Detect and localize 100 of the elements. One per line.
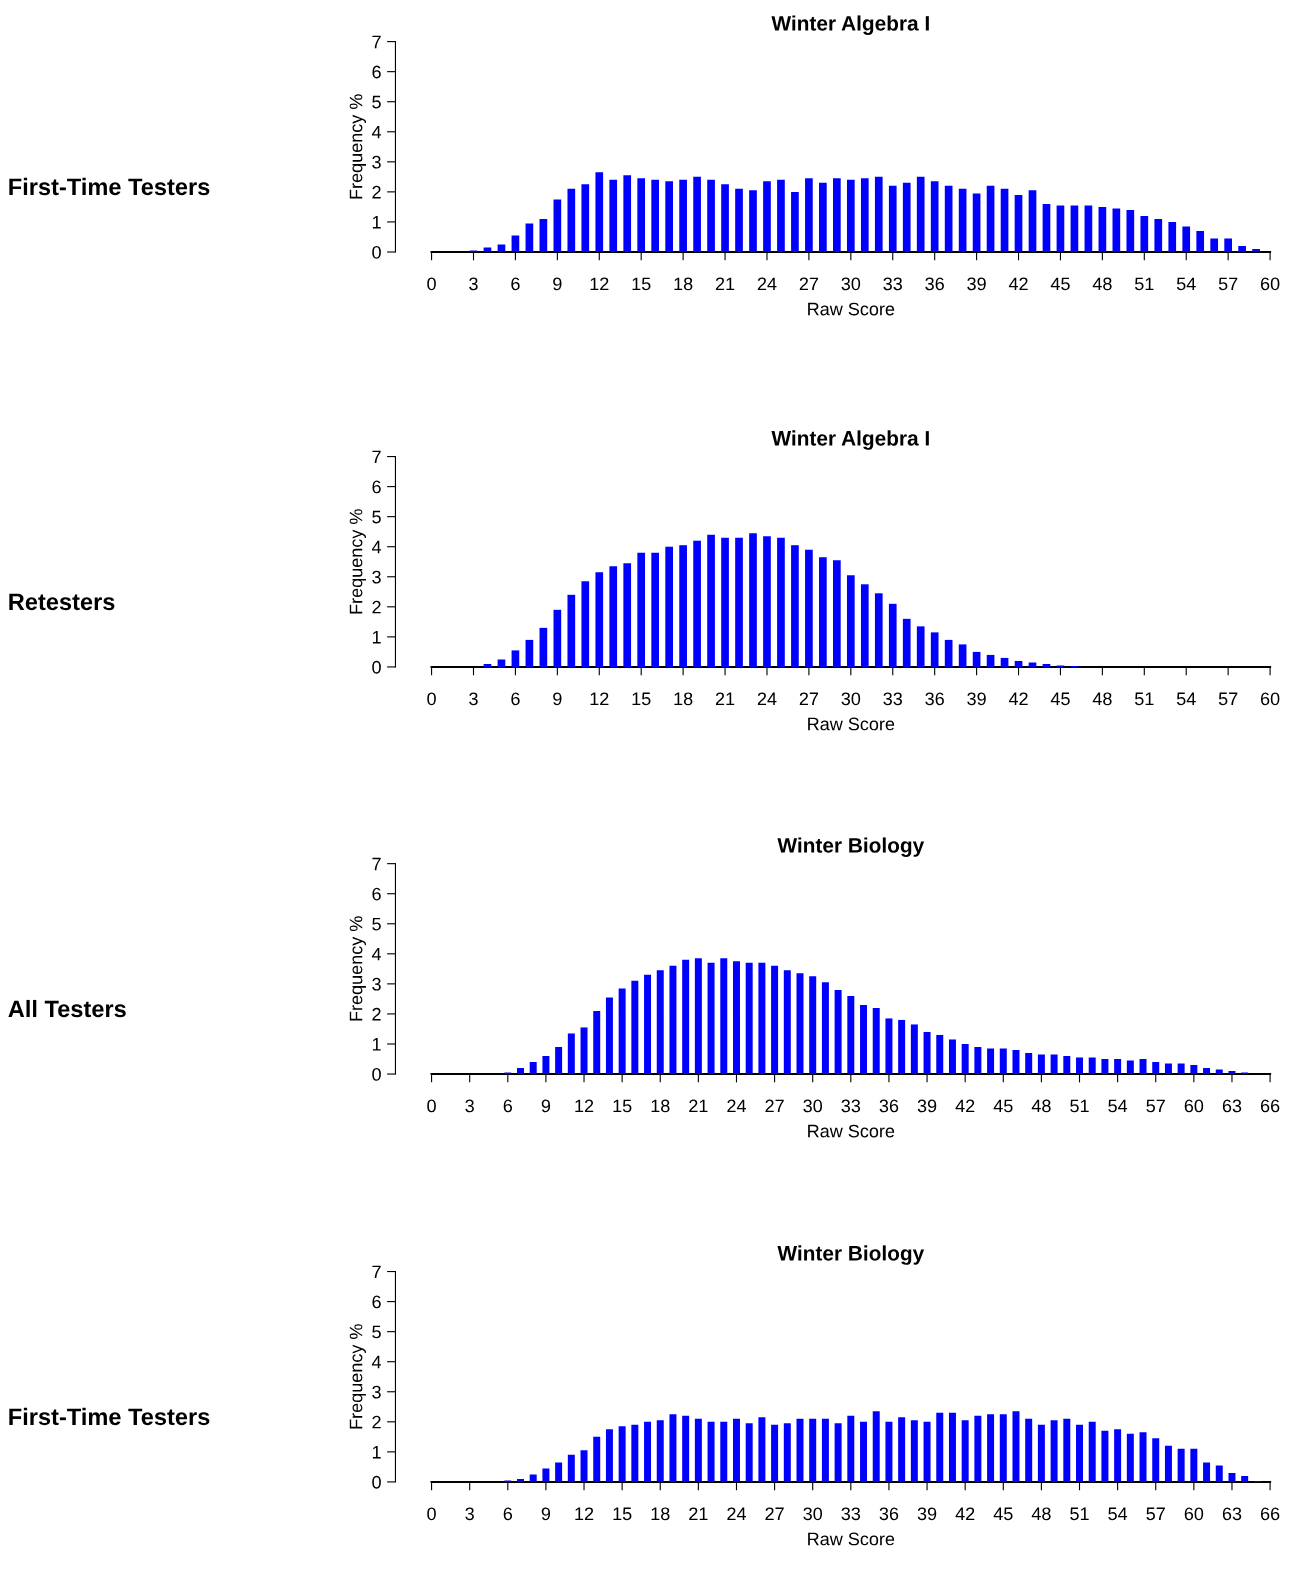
bar	[749, 533, 757, 667]
bar	[1012, 1049, 1020, 1075]
bar	[517, 1478, 524, 1482]
bar	[846, 575, 855, 667]
bar	[1076, 1057, 1083, 1075]
x-tick-label: 48	[1031, 1099, 1051, 1113]
x-tick-label: 45	[993, 1099, 1013, 1113]
bar	[567, 1454, 575, 1482]
bar	[961, 1420, 969, 1482]
x-tick-label: 33	[883, 277, 902, 291]
bar	[1196, 230, 1205, 252]
bar	[860, 584, 869, 667]
x-tick-label: 33	[841, 1099, 861, 1113]
bar	[1088, 1421, 1096, 1482]
bar	[1076, 1424, 1083, 1482]
bar	[483, 247, 492, 252]
x-tick-label: 27	[765, 1099, 784, 1113]
bar	[631, 1424, 639, 1482]
bar	[847, 1415, 855, 1482]
bar	[732, 1418, 740, 1482]
bar	[758, 1417, 766, 1482]
bar	[1056, 205, 1065, 252]
x-tick-label: 57	[1146, 1099, 1165, 1113]
bar	[1042, 203, 1051, 252]
x-tick-label: 9	[541, 1507, 551, 1521]
bar	[834, 989, 842, 1075]
bar	[1050, 1054, 1058, 1075]
x-tick-label: 60	[1184, 1507, 1204, 1521]
bar	[885, 1018, 893, 1075]
bar	[916, 176, 925, 252]
x-tick-label: 42	[955, 1507, 975, 1521]
bar	[637, 552, 646, 667]
x-axis-title: Raw Score	[808, 717, 895, 731]
x-tick-label: 21	[715, 277, 735, 291]
bar	[961, 1043, 969, 1075]
bar	[623, 175, 632, 252]
bar	[644, 1421, 652, 1482]
y-axis-title: Frequency %	[349, 1324, 366, 1429]
bar	[1098, 206, 1107, 252]
bar	[1177, 1063, 1185, 1075]
x-tick-label: 54	[1176, 692, 1196, 706]
x-tick-label: 48	[1092, 277, 1112, 291]
bar	[923, 1421, 931, 1482]
bar	[805, 549, 813, 667]
bar	[1063, 1418, 1071, 1482]
bar	[679, 179, 687, 252]
bar	[834, 1423, 842, 1482]
x-tick-label: 45	[993, 1507, 1013, 1521]
bar	[944, 639, 953, 667]
x-tick-label: 48	[1092, 692, 1112, 706]
x-axis-title: Raw Score	[808, 1124, 895, 1138]
y-axis-title: Frequency %	[349, 509, 366, 614]
bar	[497, 659, 506, 667]
x-tick-label: 3	[469, 277, 478, 291]
x-tick-label: 54	[1108, 1099, 1128, 1113]
bar	[1215, 1465, 1223, 1482]
bar	[721, 537, 729, 667]
bar	[1228, 1472, 1236, 1482]
x-tick-label: 36	[879, 1507, 899, 1521]
y-axis-title: Frequency %	[349, 94, 366, 199]
bar	[1050, 1420, 1058, 1482]
bar	[1126, 1060, 1134, 1075]
bar	[669, 1414, 677, 1482]
bar	[888, 185, 897, 252]
bar	[1210, 238, 1219, 252]
bar	[580, 1450, 588, 1482]
bar	[1014, 660, 1023, 667]
y-tick-label: 4	[371, 947, 382, 961]
bar	[517, 1068, 524, 1075]
y-tick-label: 2	[372, 600, 381, 614]
bar	[783, 970, 791, 1075]
bar	[694, 958, 702, 1075]
x-tick-label: 6	[511, 277, 520, 291]
bar	[581, 581, 590, 667]
x-tick-label: 24	[757, 277, 777, 291]
bar	[542, 1468, 550, 1482]
bar	[771, 1424, 779, 1482]
y-tick-label: 1	[372, 631, 381, 644]
bar	[771, 965, 779, 1075]
bar	[669, 965, 677, 1075]
bar	[1140, 215, 1149, 252]
bar	[567, 594, 576, 667]
bar	[605, 997, 613, 1075]
bar	[525, 639, 534, 667]
x-tick-label: 9	[541, 1099, 551, 1113]
bar	[819, 182, 827, 252]
x-tick-label: 54	[1176, 277, 1196, 291]
bar	[987, 1414, 995, 1482]
bar	[783, 1423, 791, 1482]
x-tick-label: 57	[1218, 692, 1238, 706]
bar	[553, 199, 562, 252]
x-tick-label: 51	[1070, 1099, 1089, 1113]
y-tick-label: 1	[372, 1445, 381, 1459]
bar	[1084, 205, 1093, 252]
x-tick-label: 48	[1031, 1507, 1051, 1521]
x-tick-label: 54	[1108, 1507, 1128, 1521]
bar	[987, 1048, 995, 1075]
bar	[1037, 1054, 1045, 1075]
bar	[1025, 1418, 1033, 1482]
bar	[732, 961, 740, 1075]
